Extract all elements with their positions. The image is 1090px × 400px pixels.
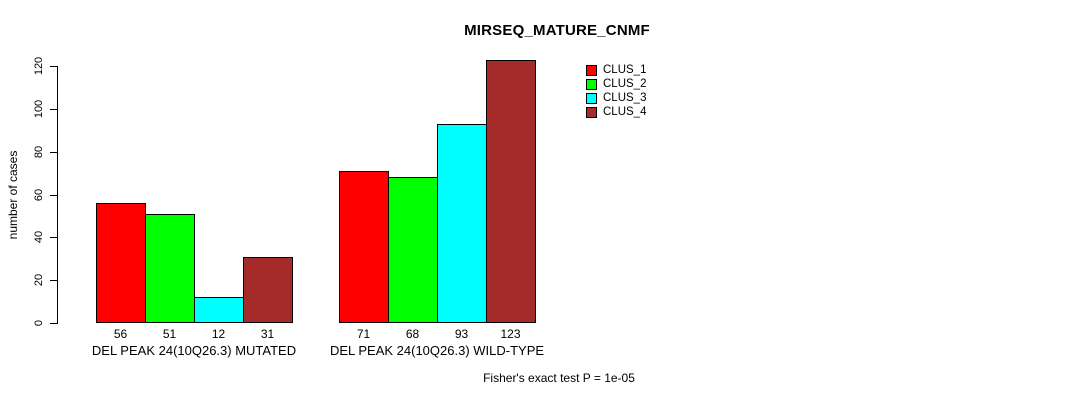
chart-title: MIRSEQ_MATURE_CNMF	[464, 22, 650, 39]
bar-clus_1-group2	[339, 171, 389, 323]
bar-value-label: 12	[211, 327, 226, 341]
y-tick-label: 0	[33, 319, 45, 327]
bar-clus_4-group1	[243, 257, 293, 323]
y-axis-line	[57, 66, 58, 324]
bar-value-label: 31	[260, 327, 275, 341]
legend-swatch-icon	[586, 78, 597, 90]
bar-clus_4-group2	[486, 60, 536, 323]
x-axis-category-label: DEL PEAK 24(10Q26.3) MUTATED	[91, 343, 297, 358]
legend-label: CLUS_1	[603, 64, 647, 76]
bar-value-label: 51	[162, 327, 177, 341]
bar-clus_2-group2	[388, 177, 438, 323]
y-tick-mark	[50, 323, 57, 324]
y-tick-mark	[50, 237, 57, 238]
y-axis-title: number of cases	[6, 150, 20, 240]
bar-value-label: 123	[500, 327, 521, 341]
y-tick-mark	[50, 152, 57, 153]
bar-clus_3-group2	[437, 124, 487, 323]
annotation-text: Fisher's exact test P = 1e-05	[483, 371, 635, 385]
bar-value-label: 68	[405, 327, 420, 341]
y-tick-mark	[50, 66, 57, 67]
y-tick-mark	[50, 195, 57, 196]
y-tick-label: 120	[33, 56, 45, 76]
legend-swatch-icon	[586, 64, 597, 76]
y-tick-label: 20	[33, 273, 45, 287]
legend-swatch-icon	[586, 106, 597, 118]
bar-value-label: 71	[356, 327, 371, 341]
legend-label: CLUS_4	[603, 106, 647, 118]
bar-clus_3-group1	[194, 297, 244, 323]
y-tick-label: 100	[33, 99, 45, 119]
y-tick-mark	[50, 109, 57, 110]
legend-item: CLUS_2	[586, 77, 646, 91]
bar-clus_1-group1	[96, 203, 146, 323]
y-tick-label: 60	[33, 188, 45, 202]
y-tick-mark	[50, 280, 57, 281]
legend-item: CLUS_4	[586, 105, 646, 119]
bar-clus_2-group1	[145, 214, 195, 323]
bar-value-label: 56	[113, 327, 128, 341]
legend-label: CLUS_3	[603, 92, 647, 104]
y-tick-label: 80	[33, 145, 45, 159]
legend-item: CLUS_3	[586, 91, 646, 105]
legend-item: CLUS_1	[586, 63, 646, 77]
bar-value-label: 93	[454, 327, 469, 341]
x-axis-category-label: DEL PEAK 24(10Q26.3) WILD-TYPE	[329, 343, 545, 358]
legend-swatch-icon	[586, 92, 597, 104]
legend: CLUS_1 CLUS_2 CLUS_3 CLUS_4	[586, 63, 646, 119]
legend-label: CLUS_2	[603, 78, 647, 90]
y-tick-label: 40	[33, 230, 45, 244]
